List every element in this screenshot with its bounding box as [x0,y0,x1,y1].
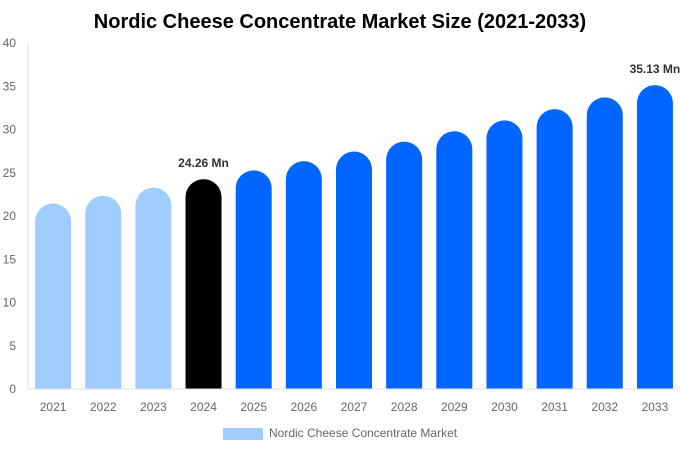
data-label-2024: 24.26 Mn [178,156,229,170]
y-tick-label: 5 [9,339,16,353]
y-tick-label: 20 [3,209,17,223]
y-axis: 0 5 10 15 20 25 30 35 40 [3,36,29,396]
y-tick-label: 0 [9,382,16,396]
y-tick-label: 25 [3,166,17,180]
x-tick-label: 2024 [190,400,217,414]
x-tick-label: 2030 [491,400,518,414]
x-tick-label: 2023 [140,400,167,414]
x-tick-label: 2028 [391,400,418,414]
legend-swatch [223,428,263,440]
y-tick-label: 10 [3,296,17,310]
bar-2029[interactable] [436,131,473,390]
y-tick-label: 15 [3,252,17,266]
bar-2030[interactable] [486,120,523,390]
bars [35,85,673,390]
x-tick-label: 2021 [40,400,67,414]
bar-2022[interactable] [85,195,122,389]
bar-2031[interactable] [536,109,573,389]
y-tick-label: 35 [3,79,17,93]
data-labels: 24.26 Mn 35.13 Mn [178,62,680,170]
x-axis: 2021 2022 2023 2024 2025 2026 2027 2028 2029 2030… [28,388,680,414]
x-tick-label: 2027 [341,400,368,414]
y-tick-label: 30 [3,123,17,137]
x-tick-label: 2031 [541,400,568,414]
bar-2025[interactable] [235,170,272,389]
bar-2033[interactable] [636,85,673,390]
x-tick-label: 2026 [290,400,317,414]
bar-2023[interactable] [135,187,172,389]
bar-2032[interactable] [586,97,623,390]
x-tick-label: 2029 [441,400,468,414]
x-tick-label: 2022 [90,400,117,414]
bar-2024[interactable] [185,179,222,389]
y-tick-label: 40 [3,36,17,50]
x-tick-label: 2025 [240,400,267,414]
legend[interactable]: Nordic Cheese Concentrate Market [223,426,458,440]
bar-2028[interactable] [386,141,423,389]
legend-label: Nordic Cheese Concentrate Market [269,426,458,440]
bar-2026[interactable] [285,161,322,389]
x-tick-label: 2032 [591,400,618,414]
chart-title: Nordic Cheese Concentrate Market Size (2… [94,11,586,33]
bar-2027[interactable] [336,151,372,389]
x-tick-label: 2033 [642,400,669,414]
bar-2021[interactable] [35,203,72,389]
data-label-2033: 35.13 Mn [630,62,680,76]
